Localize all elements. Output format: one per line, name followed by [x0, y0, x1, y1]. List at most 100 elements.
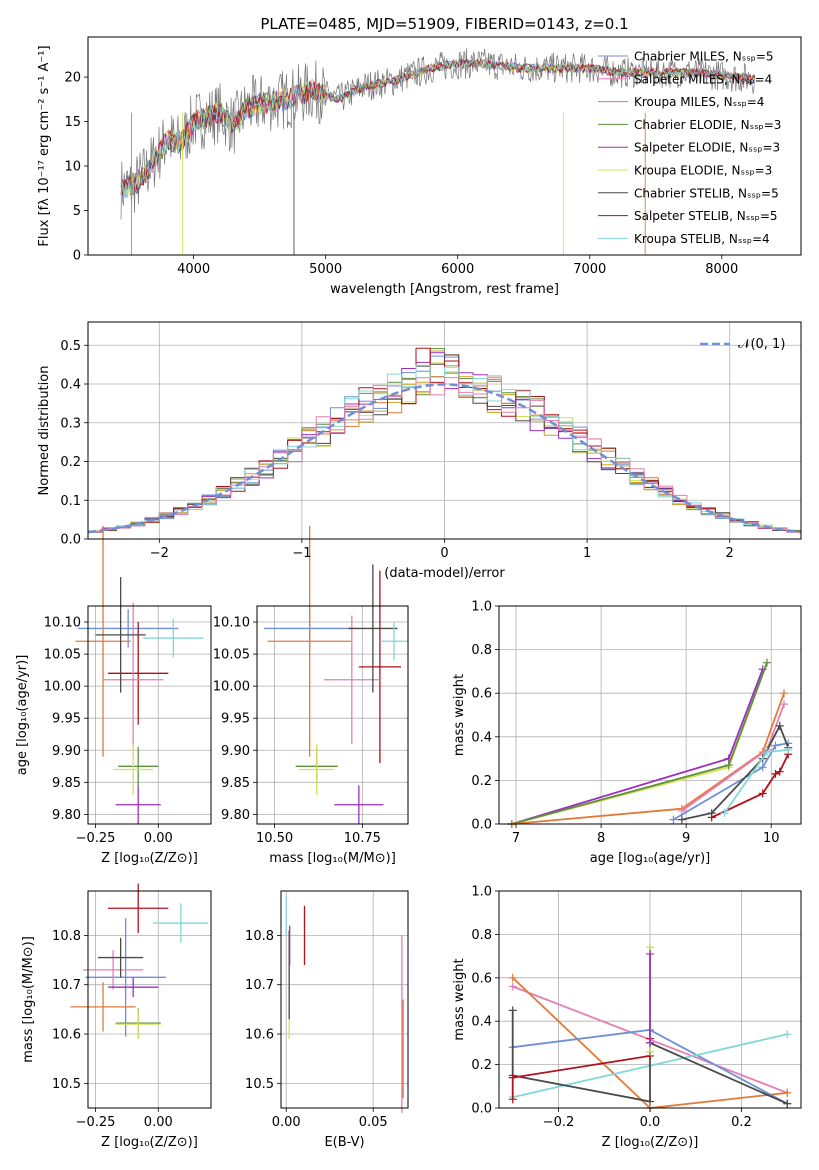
weight-marker: [646, 1047, 654, 1056]
y-tick-label: 1.0: [471, 600, 492, 615]
weight-marker: [771, 769, 780, 778]
weight-marker: [779, 700, 788, 709]
weight-marker: [762, 748, 771, 757]
y-tick-label: 0.0: [471, 1102, 492, 1117]
x-axis-label: mass [log₁₀(M/M⊙)]: [269, 851, 396, 866]
x-axis-label: E(B-V): [324, 1135, 364, 1150]
x-tick-label: 0.00: [144, 1115, 173, 1130]
y-tick-label: 10.5: [245, 1077, 274, 1092]
y-tick-label: 9.80: [221, 808, 250, 823]
y-tick-label: 0.4: [471, 730, 492, 745]
y-tick-label: 0.6: [471, 971, 492, 986]
y-tick-label: 10.6: [245, 1028, 274, 1043]
weight-marker: [784, 745, 793, 754]
x-tick-label: −2: [150, 546, 169, 561]
x-tick-label: 2: [726, 546, 734, 561]
axes-frame: [280, 890, 409, 1109]
y-tick-label: 0.4: [60, 378, 81, 393]
y-tick-label: 5: [73, 204, 81, 219]
y-tick-label: 10.5: [52, 1077, 81, 1092]
weight-marker: [783, 1030, 792, 1039]
x-tick-label: 0.00: [144, 831, 173, 846]
y-tick-label: 10.10: [44, 616, 81, 631]
frame-layer: [84, 36, 802, 1112]
weight-marker: [720, 809, 729, 818]
y-tick-label: 0.5: [60, 339, 81, 354]
legend-label: 𝒩(0, 1): [738, 337, 785, 352]
chart-title: PLATE=0485, MJD=51909, FIBERID=0143, z=0…: [260, 15, 628, 33]
x-axis-label: Z [log₁₀(Z/Z⊙)]: [101, 851, 198, 866]
x-tick-label: 0.00: [272, 1115, 301, 1130]
y-tick-label: 9.95: [221, 712, 250, 727]
weight-marker: [508, 1006, 517, 1015]
axes-frame: [256, 605, 409, 825]
weight-line: [511, 662, 768, 825]
y-tick-label: 15: [64, 115, 81, 130]
legend-label: Kroupa STELIB, Nₛₛₚ=4: [634, 232, 770, 246]
y-tick-label: 0.2: [471, 1058, 492, 1073]
y-tick-label: 9.90: [221, 744, 250, 759]
x-tick-label: 4000: [177, 262, 210, 277]
weight-marker: [724, 761, 733, 770]
weight-marker: [758, 789, 767, 798]
weight-line: [511, 662, 768, 825]
y-tick-label: 0.4: [471, 1015, 492, 1030]
y-tick-label: 10.00: [213, 680, 250, 695]
data-layer: [70, 48, 802, 1113]
weight-marker: [646, 1097, 654, 1106]
weight-line: [711, 753, 790, 819]
x-tick-label: 9: [682, 831, 690, 846]
weight-marker: [707, 813, 716, 822]
y-tick-label: 0.6: [471, 687, 492, 702]
y-tick-label: 9.90: [52, 744, 81, 759]
x-tick-label: 6000: [441, 262, 474, 277]
x-tick-label: 7: [512, 831, 520, 846]
legend-label: Salpeter ELODIE, Nₛₛₚ=3: [634, 141, 780, 155]
weight-marker: [508, 1073, 517, 1082]
x-axis-label: Z [log₁₀(Z/Z⊙)]: [602, 1135, 699, 1150]
y-tick-label: 9.85: [221, 776, 250, 791]
x-tick-label: 7000: [573, 262, 606, 277]
x-axis-label: (data-model)/error: [384, 566, 505, 581]
x-tick-label: 1: [583, 546, 591, 561]
y-tick-label: 10.7: [245, 978, 274, 993]
spectrum-model-line: [120, 58, 756, 196]
legend-label: Chabrier STELIB, Nₛₛₚ=5: [634, 186, 779, 200]
x-tick-label: 0.0: [640, 1115, 661, 1130]
y-tick-label: 10.05: [44, 648, 81, 663]
weight-marker: [783, 1088, 792, 1097]
y-tick-label: 20: [64, 71, 81, 86]
y-tick-label: 0.2: [60, 455, 81, 470]
weight-line: [672, 742, 789, 821]
x-tick-label: −0.25: [76, 831, 116, 846]
histogram-step: [88, 377, 801, 533]
axes-frame: [87, 36, 802, 256]
x-tick-label: 0: [440, 546, 448, 561]
grid-layer: [88, 322, 801, 1109]
x-axis-label: age [log₁₀(age/yr)]: [590, 851, 711, 866]
histogram-step: [88, 364, 801, 533]
y-tick-label: 10: [64, 160, 81, 175]
y-tick-label: 10.05: [213, 648, 250, 663]
weight-marker: [762, 658, 771, 667]
y-tick-label: 9.95: [52, 712, 81, 727]
x-tick-label: 0.05: [359, 1115, 388, 1130]
y-tick-label: 0.2: [471, 774, 492, 789]
legend-label: Chabrier MILES, Nₛₛₚ=5: [634, 50, 774, 64]
x-tick-label: 8000: [705, 262, 738, 277]
legend-label: Chabrier ELODIE, Nₛₛₚ=3: [634, 118, 781, 132]
y-tick-label: 0.8: [471, 928, 492, 943]
y-tick-label: 10.10: [213, 616, 250, 631]
spectrum-model-line: [120, 58, 756, 198]
y-tick-label: 0.0: [60, 533, 81, 548]
y-tick-label: 0: [73, 249, 81, 264]
weight-marker: [508, 1095, 517, 1104]
weight-marker: [783, 1099, 792, 1108]
weight-line: [723, 749, 789, 814]
legend-label: Kroupa ELODIE, Nₛₛₚ=3: [634, 164, 772, 178]
y-tick-label: 10.8: [245, 929, 274, 944]
x-axis-label: Z [log₁₀(Z/Z⊙)]: [101, 1135, 198, 1150]
x-tick-label: −0.2: [543, 1115, 575, 1130]
